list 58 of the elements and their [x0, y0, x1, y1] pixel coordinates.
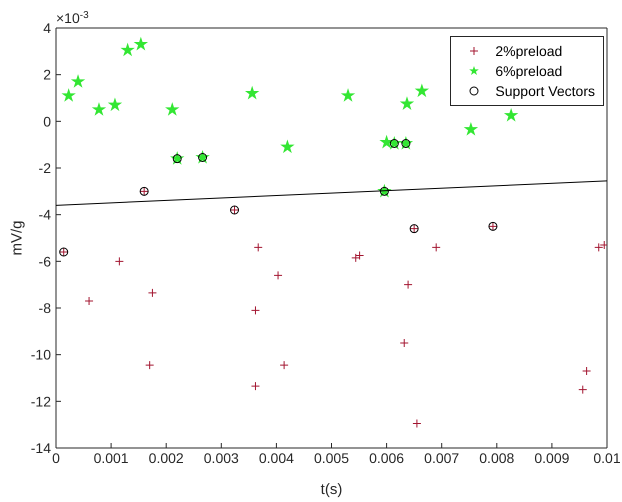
point — [594, 242, 604, 252]
point — [340, 88, 356, 102]
x-tick-label: 0.003 — [204, 450, 240, 466]
point — [114, 256, 124, 266]
x-tick-label: 0.008 — [479, 450, 515, 466]
point — [578, 385, 588, 394]
point — [250, 306, 260, 315]
point — [412, 419, 422, 428]
point — [134, 36, 148, 50]
point — [92, 102, 106, 116]
point — [414, 83, 430, 98]
point — [84, 296, 94, 306]
x-tick-label: 0.007 — [424, 450, 460, 466]
point — [404, 280, 413, 290]
point — [254, 242, 263, 252]
point — [464, 122, 478, 136]
y-tick-label: 0 — [43, 113, 52, 130]
y-axis-title: mV/g — [8, 220, 26, 256]
x-tick-label: 0.006 — [369, 450, 404, 466]
point — [400, 338, 409, 348]
y-tick-label: 4 — [43, 20, 52, 36]
y-tick-label: -2 — [38, 160, 52, 176]
y-tick-label: -8 — [38, 300, 52, 316]
y-tick-label: -12 — [30, 393, 52, 410]
point — [244, 86, 260, 100]
point — [61, 88, 76, 102]
x-tick-label: 0.005 — [314, 450, 350, 466]
x-tick-label: 0.004 — [258, 450, 294, 466]
point — [280, 360, 289, 370]
legend-label: Support Vectors — [495, 83, 595, 99]
x-tick-label: 0.001 — [94, 450, 129, 466]
point — [400, 96, 414, 110]
point — [165, 102, 180, 116]
point — [432, 242, 441, 252]
y-tick-label: 2 — [43, 66, 52, 83]
point — [355, 251, 364, 260]
y-tick-label: -4 — [38, 206, 52, 223]
point — [108, 97, 122, 112]
point — [148, 288, 157, 298]
y-tick-label: -10 — [30, 346, 52, 363]
y-tick-label: -6 — [38, 253, 52, 270]
y-tick-label: -14 — [30, 440, 52, 456]
text: ×10$^{-3}$ — [56, 10, 90, 26]
x-tick-label: 0.01 — [593, 450, 621, 466]
legend-label: 6%preload — [495, 63, 562, 79]
point — [504, 108, 518, 122]
point — [280, 139, 295, 154]
point — [70, 74, 86, 88]
point — [274, 270, 283, 280]
point — [250, 382, 260, 391]
point — [582, 366, 592, 376]
x-tick-label: 0.009 — [534, 450, 570, 466]
x-tick-label: 0.002 — [148, 450, 184, 466]
x-axis-title: t(s) — [320, 481, 342, 498]
point — [145, 360, 154, 370]
point — [120, 42, 135, 56]
point — [351, 253, 360, 262]
legend-label: 2%preload — [495, 43, 562, 59]
